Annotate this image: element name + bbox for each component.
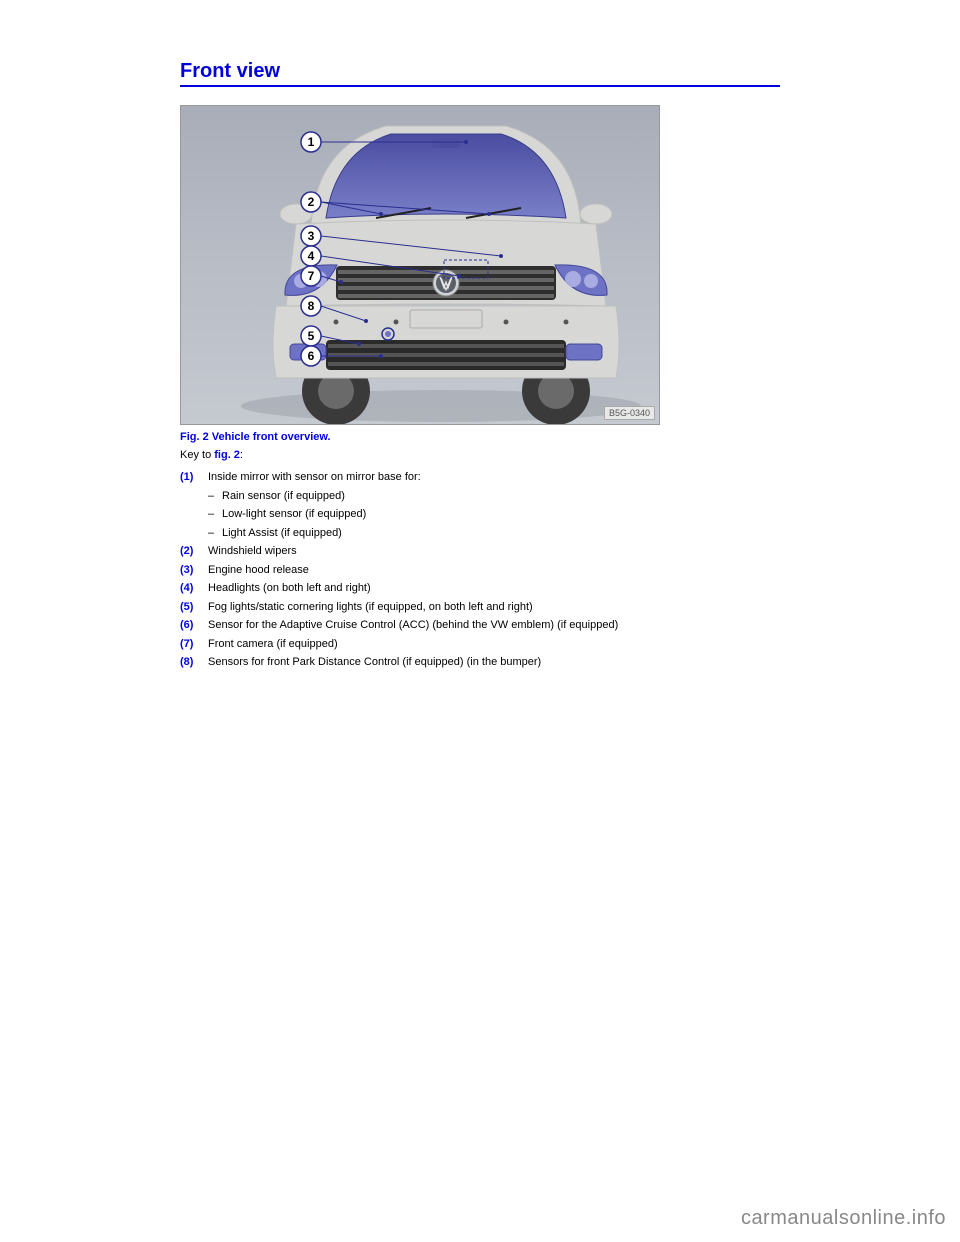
list-text: Sensor for the Adaptive Cruise Control (… <box>208 617 780 634</box>
key-list: (1)Inside mirror with sensor on mirror b… <box>180 469 780 671</box>
list-number: (8) <box>180 654 208 671</box>
list-number: (5) <box>180 599 208 616</box>
list-item: (6)Sensor for the Adaptive Cruise Contro… <box>180 617 780 634</box>
list-subitem: –Rain sensor (if equipped) <box>208 488 780 505</box>
dash: – <box>208 506 222 523</box>
watermark: carmanualsonline.info <box>741 1207 946 1230</box>
list-text: Front camera (if equipped) <box>208 636 780 653</box>
svg-text:7: 7 <box>308 269 315 283</box>
list-item: (1)Inside mirror with sensor on mirror b… <box>180 469 780 486</box>
svg-text:8: 8 <box>308 299 315 313</box>
list-subitem: –Light Assist (if equipped) <box>208 525 780 542</box>
list-text: Windshield wipers <box>208 543 780 560</box>
dash: – <box>208 488 222 505</box>
list-text: Engine hood release <box>208 562 780 579</box>
key-intro: Key to fig. 2: <box>180 449 780 461</box>
list-number: (3) <box>180 562 208 579</box>
list-text: Light Assist (if equipped) <box>222 525 780 542</box>
section-title: Front view <box>180 60 780 87</box>
list-number: (6) <box>180 617 208 634</box>
list-item: (4)Headlights (on both left and right) <box>180 580 780 597</box>
intro-figref: fig. 2 <box>214 449 240 461</box>
svg-text:5: 5 <box>308 329 315 343</box>
svg-text:1: 1 <box>308 135 315 149</box>
list-text: Low-light sensor (if equipped) <box>222 506 780 523</box>
list-item: (8)Sensors for front Park Distance Contr… <box>180 654 780 671</box>
figure-id-tag: B5G-0340 <box>604 406 655 420</box>
list-item: (7)Front camera (if equipped) <box>180 636 780 653</box>
list-number: (4) <box>180 580 208 597</box>
list-text: Fog lights/static cornering lights (if e… <box>208 599 780 616</box>
list-item: (3)Engine hood release <box>180 562 780 579</box>
list-item: (5)Fog lights/static cornering lights (i… <box>180 599 780 616</box>
list-item: (2)Windshield wipers <box>180 543 780 560</box>
list-subitem: –Low-light sensor (if equipped) <box>208 506 780 523</box>
list-text: Sensors for front Park Distance Control … <box>208 654 780 671</box>
intro-prefix: Key to <box>180 449 214 461</box>
svg-text:6: 6 <box>308 349 315 363</box>
list-text: Inside mirror with sensor on mirror base… <box>208 469 780 486</box>
list-text: Rain sensor (if equipped) <box>222 488 780 505</box>
list-number: (1) <box>180 469 208 486</box>
svg-text:3: 3 <box>308 229 315 243</box>
vehicle-svg: 1 2 3 4 7 8 5 6 <box>181 106 660 425</box>
list-text: Headlights (on both left and right) <box>208 580 780 597</box>
list-number: (2) <box>180 543 208 560</box>
svg-text:2: 2 <box>308 195 315 209</box>
figure-vehicle-front: 1 2 3 4 7 8 5 6 B5G-0340 <box>180 105 660 425</box>
dash: – <box>208 525 222 542</box>
list-number: (7) <box>180 636 208 653</box>
intro-suffix: : <box>240 449 243 461</box>
figure-caption: Fig. 2 Vehicle front overview. <box>180 431 780 443</box>
svg-text:4: 4 <box>308 249 315 263</box>
